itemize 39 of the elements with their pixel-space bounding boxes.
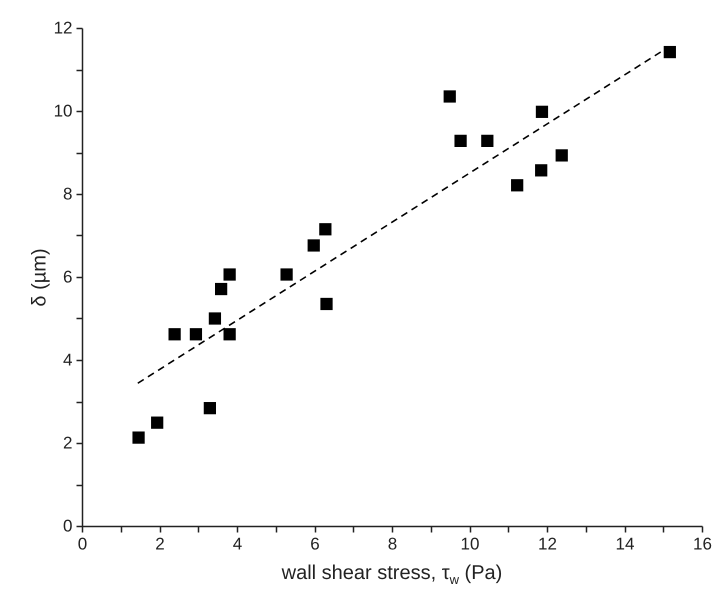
- x-axis-title: wall shear stress, τ$_{w}$ (Pa): [280, 562, 504, 587]
- point: [132, 431, 145, 444]
- point: [664, 46, 676, 58]
- y-tick-label: 4: [63, 350, 72, 370]
- point: [319, 223, 332, 236]
- point: [320, 298, 333, 310]
- point: [224, 328, 236, 340]
- point: [511, 179, 524, 192]
- x-tick-label: 14: [616, 534, 634, 554]
- x-tick-label: 2: [155, 534, 165, 554]
- x-tick-label: 6: [310, 534, 320, 554]
- x-tick-label: 0: [78, 534, 88, 554]
- point: [444, 90, 456, 103]
- y-tick-label: 10: [54, 102, 72, 120]
- y-axis-title: δ (µm): [28, 248, 51, 307]
- point: [224, 268, 236, 281]
- y-tick-label: 2: [63, 434, 72, 452]
- point: [308, 239, 320, 252]
- x-tick-label: 8: [388, 534, 398, 554]
- point: [214, 282, 228, 296]
- point: [481, 134, 494, 148]
- x-tick-label: 16: [693, 534, 712, 554]
- y-tick-label: 0: [63, 516, 72, 536]
- y-tick-label: 6: [63, 268, 72, 286]
- point: [454, 134, 467, 148]
- point: [536, 106, 548, 118]
- point: [190, 328, 202, 340]
- x-tick-label: 10: [460, 534, 480, 554]
- point: [556, 149, 568, 162]
- point: [208, 312, 222, 325]
- point: [535, 164, 548, 176]
- y-tick-label: 8: [63, 184, 72, 204]
- point: [204, 402, 216, 414]
- y-tick-label: 12: [54, 18, 72, 38]
- point: [280, 268, 293, 281]
- x-tick-label: 4: [232, 534, 242, 554]
- point: [151, 416, 164, 429]
- x-tick-label: 12: [538, 534, 557, 554]
- point: [168, 328, 181, 340]
